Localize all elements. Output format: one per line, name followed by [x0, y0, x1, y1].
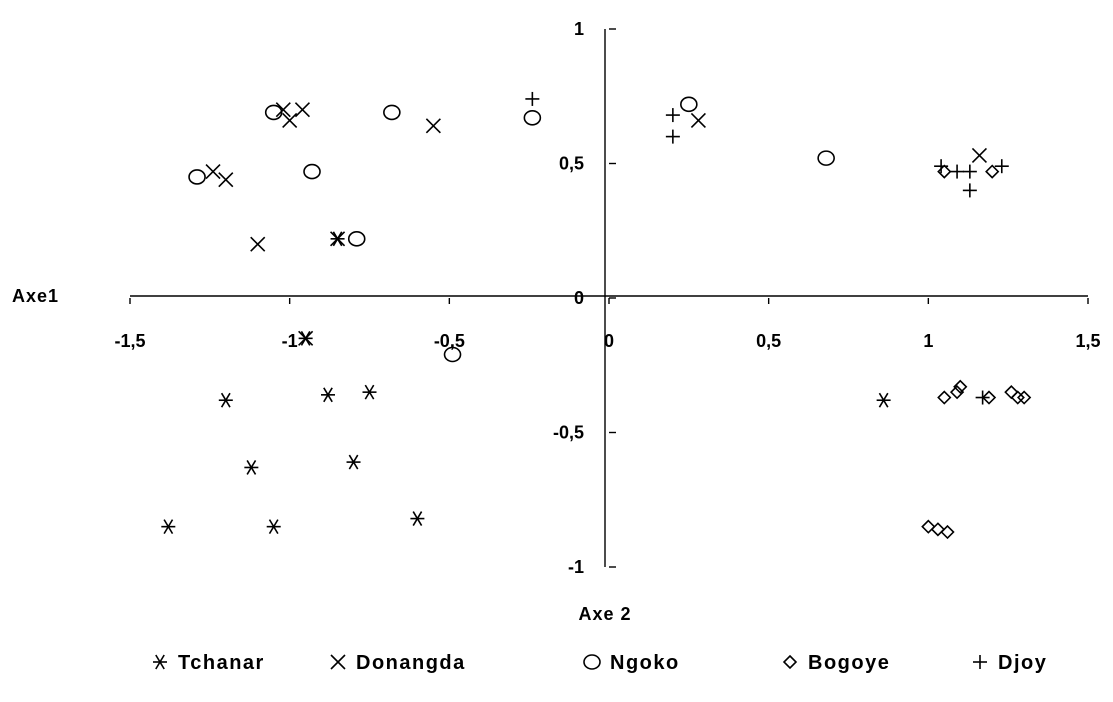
point-tchanar	[320, 387, 335, 403]
legend-marker-donangda	[330, 654, 346, 670]
legend-label: Ngoko	[610, 652, 680, 674]
x-tick-label: -1,5	[114, 331, 145, 351]
point-bogoye	[949, 385, 965, 400]
point-tchanar	[346, 454, 361, 470]
point-djoy	[665, 108, 680, 123]
legend-marker-bogoye	[782, 654, 798, 670]
point-djoy	[994, 159, 1009, 174]
point-bogoye	[921, 519, 936, 534]
point-djoy	[934, 159, 949, 174]
point-djoy	[975, 390, 990, 405]
point-donangda	[298, 330, 314, 346]
point-djoy	[962, 183, 977, 198]
legend-label: Bogoye	[808, 652, 890, 674]
point-donangda	[275, 102, 291, 118]
point-ngoko	[347, 231, 366, 247]
point-ngoko	[680, 96, 698, 113]
legend: Tchanar Donangda Ngoko Bogoye Djoy	[153, 652, 1047, 674]
y-axis-title: Axe 2	[578, 604, 631, 624]
point-bogoye	[1017, 390, 1032, 405]
legend-label: Donangda	[356, 652, 466, 674]
legend-marker-ngoko	[583, 654, 601, 670]
point-donangda	[971, 147, 987, 163]
point-donangda	[218, 172, 234, 188]
y-tick-label: 0	[574, 288, 584, 308]
x-tick-label: 1,5	[1075, 331, 1100, 351]
point-ngoko	[523, 109, 542, 126]
point-ngoko	[188, 169, 206, 185]
axes	[130, 29, 1088, 567]
point-tchanar	[876, 392, 891, 408]
point-tchanar	[218, 392, 233, 408]
point-djoy	[665, 129, 680, 144]
legend-label: Tchanar	[178, 652, 265, 674]
y-tick-label: -1	[568, 557, 584, 577]
point-ngoko	[443, 346, 462, 363]
point-djoy	[950, 164, 965, 179]
point-djoy	[525, 91, 540, 106]
point-donangda	[205, 164, 221, 180]
point-ngoko	[264, 104, 283, 121]
point-donangda	[282, 112, 298, 129]
legend-item-bogoye: Bogoye	[782, 652, 890, 674]
point-tchanar	[244, 460, 259, 475]
x-ticks: -1,5 -1 -0,5 0 0,5 1 1,5	[114, 298, 1101, 351]
data-points	[161, 91, 1032, 540]
x-tick-label: 0,5	[756, 331, 781, 351]
point-bogoye	[937, 164, 952, 179]
legend-marker-djoy	[973, 655, 987, 669]
point-bogoye	[953, 379, 968, 394]
legend-item-djoy: Djoy	[973, 652, 1047, 674]
x-tick-label: 1	[923, 331, 933, 351]
point-bogoye	[930, 522, 946, 537]
y-tick-label: 1	[574, 19, 584, 39]
point-bogoye	[940, 524, 955, 540]
point-ngoko	[817, 150, 835, 166]
point-donangda	[250, 236, 266, 252]
x-tick-label: -1	[282, 331, 298, 351]
point-donangda	[294, 102, 311, 118]
point-bogoye	[981, 390, 997, 405]
x-axis-title: Axe1	[12, 286, 59, 306]
y-ticks: 1 0,5 0 -0,5 -1	[553, 19, 616, 577]
point-bogoye	[1010, 390, 1025, 405]
point-bogoye	[1004, 385, 1019, 400]
x-tick-label: 0	[604, 331, 614, 351]
point-bogoye	[937, 390, 952, 405]
point-tchanar	[266, 519, 281, 535]
point-ngoko	[383, 104, 401, 121]
legend-item-donangda: Donangda	[330, 652, 466, 674]
legend-label: Djoy	[998, 652, 1047, 674]
point-tchanar	[161, 519, 176, 535]
y-tick-label: 0,5	[559, 154, 584, 174]
point-tchanar	[362, 384, 377, 400]
legend-item-ngoko: Ngoko	[583, 652, 680, 674]
point-djoy	[962, 164, 977, 179]
point-ngoko	[303, 163, 321, 180]
point-bogoye	[985, 164, 1000, 179]
point-tchanar	[410, 511, 425, 526]
y-tick-label: -0,5	[553, 423, 584, 443]
x-tick-label: -0,5	[434, 331, 465, 351]
legend-item-tchanar: Tchanar	[153, 652, 265, 674]
point-donangda	[425, 118, 441, 134]
point-donangda	[330, 231, 346, 247]
legend-marker-tchanar	[153, 654, 167, 670]
point-donangda	[690, 112, 706, 129]
